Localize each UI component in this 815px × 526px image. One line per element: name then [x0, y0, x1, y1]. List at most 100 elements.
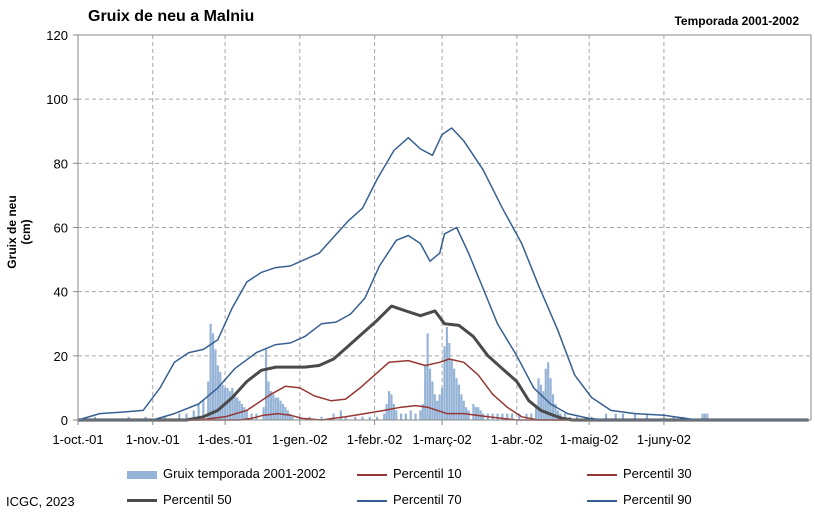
- x-tick-label: 1-oct.-01: [52, 432, 103, 447]
- snow-depth-bar: [457, 384, 461, 420]
- x-tick-label: 1-febr.-02: [347, 432, 403, 447]
- legend-item-p90: Percentil 90: [587, 492, 692, 507]
- legend-label: Gruix temporada 2001-2002: [163, 466, 326, 481]
- snow-depth-bar: [438, 394, 441, 420]
- snow-depth-bar: [544, 368, 547, 420]
- snow-depth-bar: [530, 413, 533, 420]
- legend-swatch-p50: [127, 499, 157, 503]
- legend-swatch-bars: [127, 470, 157, 479]
- snow-depth-bar: [443, 346, 446, 420]
- snow-depth-bar: [414, 413, 417, 420]
- legend-item-p70: Percentil 70: [357, 492, 462, 507]
- snow-depth-bar: [433, 394, 436, 420]
- x-tick-label: 1-nov.-01: [126, 432, 180, 447]
- snow-depth-bar: [701, 413, 704, 420]
- snow-depth-bar: [672, 416, 675, 420]
- legend-item-bars: Gruix temporada 2001-2002: [127, 466, 326, 481]
- legend-label: Percentil 30: [623, 466, 692, 481]
- snow-depth-bar: [185, 413, 188, 420]
- snow-depth-bar: [385, 403, 388, 420]
- snow-depth-bar: [320, 416, 323, 420]
- snow-depth-bar: [214, 349, 217, 420]
- series-line-percentil-30: [78, 358, 809, 421]
- snow-depth-bar: [510, 413, 514, 420]
- snow-depth-bar: [339, 410, 342, 420]
- snow-depth-bar: [462, 400, 465, 420]
- series-line-percentil-50: [78, 304, 809, 422]
- chart-title: Gruix de neu a Malniu: [88, 8, 255, 25]
- snow-depth-bar: [291, 416, 294, 420]
- snow-depth-bar: [219, 371, 222, 420]
- y-tick-label: 100: [46, 92, 68, 107]
- legend-swatch-p90: [587, 499, 617, 502]
- snow-depth-bar: [421, 403, 424, 420]
- snow-depth-bar: [474, 407, 477, 420]
- snow-depth-bar: [127, 416, 130, 420]
- series-line-percentil-90: [77, 127, 809, 421]
- snow-depth-bar: [250, 413, 253, 420]
- snow-depth-bar: [267, 381, 270, 420]
- snow-depth-bar: [272, 394, 275, 420]
- snow-depth-bar: [477, 407, 480, 420]
- snow-depth-bar: [269, 391, 272, 420]
- y-tick-label: 0: [61, 413, 68, 428]
- snow-depth-bar: [243, 407, 246, 420]
- snow-depth-bar: [419, 410, 422, 420]
- snow-depth-bar: [332, 413, 335, 420]
- snow-depth-bar: [354, 416, 357, 420]
- snow-depth-bar: [445, 326, 448, 420]
- x-tick-label: 1-març-02: [412, 432, 471, 447]
- snow-depth-bar: [93, 416, 96, 420]
- snow-depth-bar: [236, 397, 239, 420]
- snow-depth-bar: [496, 413, 499, 420]
- percentile-lines: [77, 127, 809, 422]
- snow-depth-bar: [238, 400, 241, 420]
- snow-depth-bar: [404, 413, 408, 420]
- snow-depth-bar: [281, 403, 285, 420]
- snow-depth-bar: [375, 416, 379, 420]
- snow-depth-bar: [400, 413, 403, 420]
- x-tick-label: 1-juny-02: [637, 432, 691, 447]
- snow-depth-bar: [453, 368, 456, 420]
- snow-depth-bar: [387, 391, 391, 420]
- snow-depth-bar: [395, 410, 398, 420]
- source-credit: ICGC, 2023: [6, 494, 75, 509]
- snow-depth-bar: [211, 333, 215, 420]
- snow-depth-bar: [501, 413, 504, 420]
- legend-label: Percentil 70: [393, 492, 462, 507]
- snow-depth-bar: [467, 410, 470, 420]
- snow-depth-bar: [209, 323, 212, 420]
- snow-depth-bar: [455, 378, 458, 420]
- snow-depth-bar: [233, 394, 236, 420]
- x-tick-label: 1-gen.-02: [272, 432, 328, 447]
- snow-depth-bar: [576, 416, 579, 420]
- x-tick-label: 1-des.-01: [198, 432, 253, 447]
- y-axis-label: Gruix de neu (cm): [5, 195, 33, 269]
- legend-item-p30: Percentil 30: [587, 466, 692, 481]
- snow-depth-bar: [390, 394, 393, 420]
- snow-depth-bar: [163, 416, 166, 420]
- snow-depth-bar: [448, 343, 451, 420]
- snow-depth-bar: [368, 416, 371, 420]
- axes: 0 20 40 60 80 100 120 1-oct.-01 1-nov.-01 1-des.-…: [46, 28, 691, 447]
- series-line-percentil-70: [78, 226, 809, 421]
- snow-depth-bar: [192, 410, 195, 420]
- chart-subtitle: Temporada 2001-2002: [674, 14, 799, 28]
- snow-depth-bar: [392, 403, 395, 420]
- snow-depth-bar: [144, 416, 147, 420]
- y-tick-label: 80: [54, 156, 68, 171]
- snow-depth-bar: [506, 413, 509, 420]
- snow-depth-bar: [563, 413, 567, 420]
- y-tick-label: 120: [46, 28, 68, 43]
- snow-depth-bar: [441, 387, 444, 420]
- snow-depth-bar: [621, 413, 625, 420]
- snow-depth-bar: [556, 410, 559, 420]
- snow-depth-bar: [216, 365, 219, 420]
- snow-depth-bar: [554, 403, 557, 420]
- snow-depth-bar: [279, 400, 282, 420]
- snow-depth-bar: [525, 413, 528, 420]
- legend-label: Percentil 10: [393, 466, 462, 481]
- snow-depth-bar: [539, 384, 543, 420]
- snow-depth-bar: [231, 387, 234, 420]
